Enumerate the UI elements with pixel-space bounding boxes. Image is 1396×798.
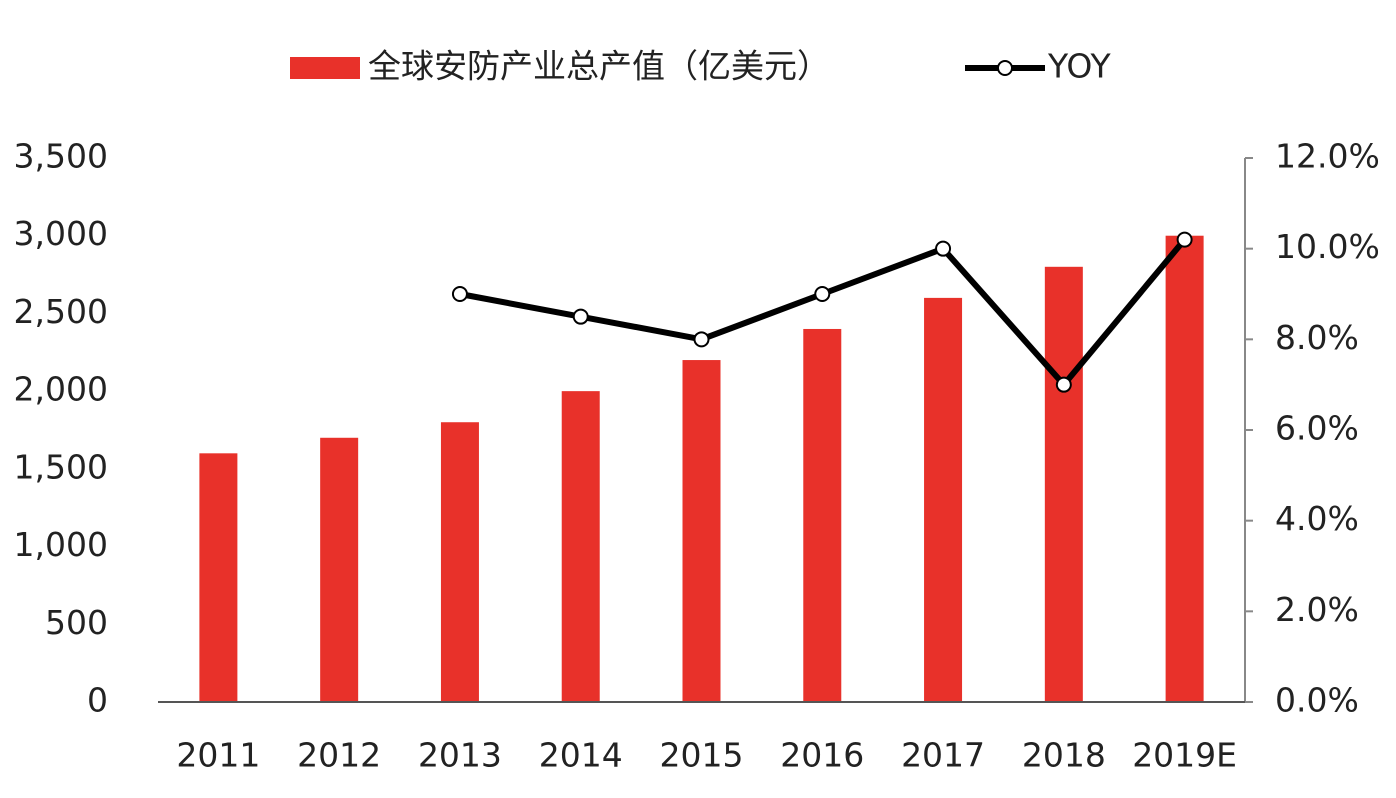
x-tick-label: 2019E bbox=[1132, 736, 1237, 775]
bar bbox=[682, 360, 721, 702]
point bbox=[814, 286, 831, 302]
x-tick-label: 2011 bbox=[176, 736, 260, 775]
y-tick-label: 0 bbox=[87, 681, 108, 720]
bar bbox=[1165, 235, 1204, 702]
x-tick-label: 2015 bbox=[660, 736, 744, 775]
point bbox=[1176, 231, 1193, 248]
bar bbox=[1044, 266, 1083, 702]
legend-label: 全球安防产业总产值（亿美元） bbox=[368, 47, 830, 86]
y-tick-label: 3,000 bbox=[14, 214, 108, 253]
y-tick-label: 500 bbox=[45, 603, 108, 642]
bar bbox=[320, 437, 359, 702]
bar bbox=[440, 422, 479, 702]
y2-tick-label: 10.0% bbox=[1275, 227, 1380, 266]
y-tick-label: 1,500 bbox=[14, 447, 108, 486]
legend-swatch bbox=[290, 57, 360, 79]
y-tick-label: 3,500 bbox=[14, 137, 108, 176]
bar bbox=[199, 453, 238, 702]
y2-tick-label: 2.0% bbox=[1275, 590, 1359, 629]
y2-tick-label: 8.0% bbox=[1275, 318, 1359, 357]
x-tick-label: 2012 bbox=[297, 736, 381, 775]
bar bbox=[924, 297, 963, 702]
y2-tick-label: 6.0% bbox=[1275, 409, 1359, 448]
y2-tick-label: 0.0% bbox=[1275, 681, 1359, 720]
legend-swatch bbox=[997, 60, 1013, 76]
y-tick-label: 2,500 bbox=[14, 292, 108, 331]
y-tick-label: 1,000 bbox=[14, 525, 108, 564]
point bbox=[451, 286, 468, 302]
point bbox=[693, 331, 710, 348]
x-tick-label: 2014 bbox=[539, 736, 623, 775]
point bbox=[1055, 376, 1072, 393]
bar bbox=[803, 328, 842, 702]
point bbox=[935, 240, 952, 257]
x-tick-label: 2018 bbox=[1022, 736, 1106, 775]
y2-tick-label: 4.0% bbox=[1275, 499, 1359, 538]
point bbox=[572, 308, 589, 325]
bar bbox=[561, 391, 600, 702]
y-tick-label: 2,000 bbox=[14, 370, 108, 409]
legend-label: YOY bbox=[1047, 47, 1112, 86]
y2-tick-label: 12.0% bbox=[1275, 137, 1380, 176]
x-tick-label: 2013 bbox=[418, 736, 502, 775]
x-tick-label: 2017 bbox=[901, 736, 985, 775]
x-tick-label: 2016 bbox=[780, 736, 864, 775]
